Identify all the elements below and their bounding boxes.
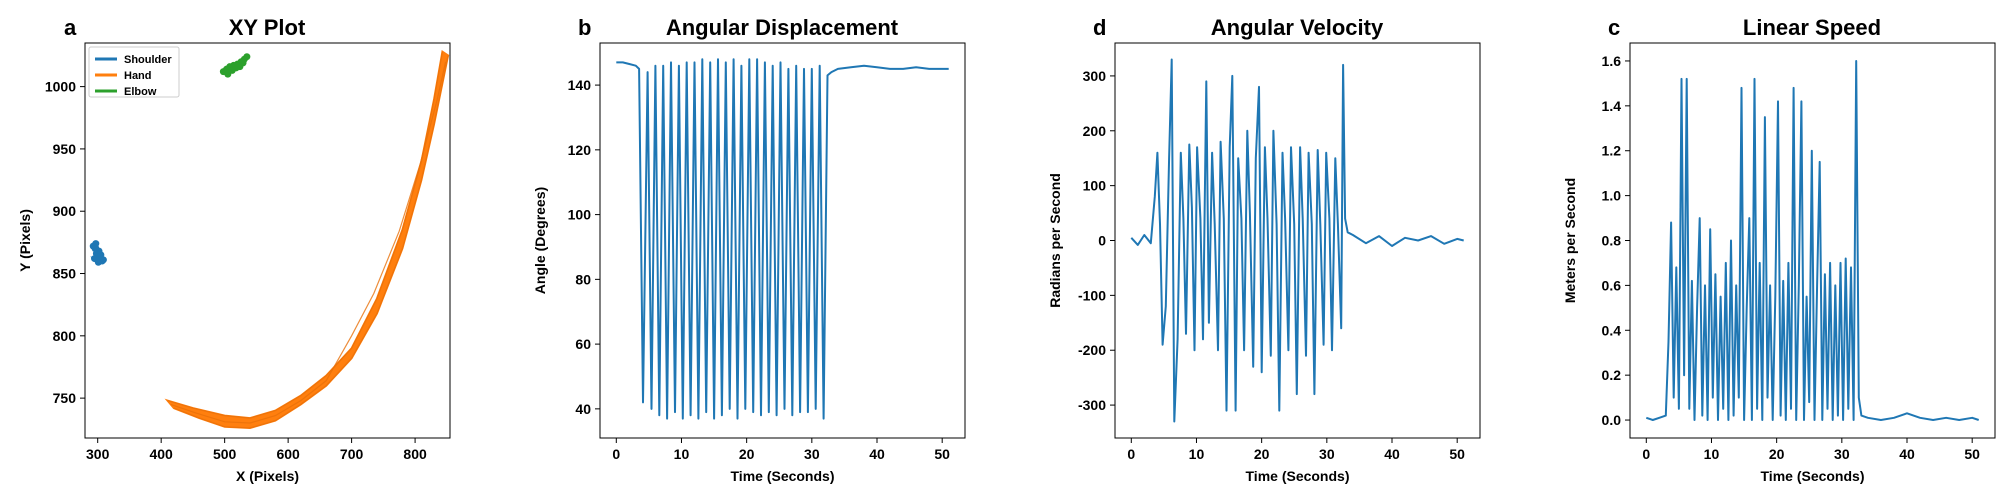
panel-letter: c	[1608, 15, 1620, 40]
x-tick-label: 0	[612, 446, 620, 462]
y-tick-label: -300	[1078, 397, 1106, 413]
y-tick-label: 900	[53, 203, 77, 219]
y-tick-label: 1.0	[1602, 188, 1622, 204]
panel-c: c Linear Speed 0 10 20 30 40 50 0.0 0.2 0.4 0.6 0.8 1…	[1562, 15, 1996, 484]
x-tick-label: 10	[674, 446, 690, 462]
y-tick-label: 950	[53, 141, 77, 157]
legend-label-hand: Hand	[124, 70, 152, 82]
y-tick-label: 1.2	[1602, 143, 1622, 159]
y-tick-label: -100	[1078, 287, 1106, 303]
axes-frame	[84, 42, 451, 439]
panel-letter: d	[1093, 15, 1106, 40]
x-tick-label: 30	[1319, 446, 1335, 462]
x-axis-label: Time (Seconds)	[731, 468, 835, 484]
legend-label-shoulder: Shoulder	[124, 54, 172, 66]
x-tick-label: 50	[1449, 446, 1465, 462]
x-tick-label: 0	[1127, 446, 1135, 462]
panel-a: a XY Plot 300 400 500 600 700 800 750 800 850 900 95…	[17, 15, 451, 484]
x-tick-label: 0	[1642, 446, 1650, 462]
y-tick-label: 140	[568, 77, 592, 93]
axes-frame	[599, 42, 966, 439]
y-tick-label: 0	[1098, 233, 1106, 249]
y-tick-label: 0.6	[1602, 277, 1622, 293]
x-tick-label: 700	[340, 446, 364, 462]
series-elbow-trace	[222, 55, 248, 76]
plot-area	[89, 50, 450, 430]
series-shoulder-trace	[90, 242, 107, 264]
chart-title: Angular Velocity	[1211, 15, 1384, 40]
data-line	[616, 58, 949, 420]
chart-title: Angular Displacement	[666, 15, 899, 40]
y-tick-label: 0.4	[1602, 322, 1622, 338]
y-axis-label: Meters per Second	[1562, 178, 1578, 303]
series-hand-line	[167, 51, 443, 419]
x-tick-label: 500	[213, 446, 237, 462]
y-axis-label: Radians per Second	[1047, 173, 1063, 308]
x-tick-label: 30	[804, 446, 820, 462]
x-tick-label: 30	[1834, 446, 1850, 462]
data-line	[1130, 58, 1464, 423]
panel-b: b Angular Displacement 0 10 20 30 40 50 40 60 80 10…	[532, 15, 966, 484]
y-tick-label: 80	[575, 271, 591, 287]
panel-letter: b	[578, 15, 591, 40]
series-hand-line	[173, 55, 449, 429]
x-tick-label: 50	[934, 446, 950, 462]
y-tick-label: 0.0	[1602, 412, 1622, 428]
chart-title: XY Plot	[229, 15, 306, 40]
x-tick-label: 40	[1384, 446, 1400, 462]
panel-letter: a	[64, 15, 77, 40]
x-tick-label: 20	[1254, 446, 1270, 462]
x-axis-label: Time (Seconds)	[1761, 468, 1865, 484]
x-tick-label: 600	[276, 446, 300, 462]
plot-area	[616, 58, 949, 420]
y-axis-label: Angle (Degrees)	[532, 187, 548, 294]
y-tick-label: -200	[1078, 342, 1106, 358]
y-axis-label: Y (Pixels)	[17, 209, 33, 272]
y-tick-label: 800	[53, 328, 77, 344]
y-tick-label: 60	[575, 336, 591, 352]
y-tick-label: 200	[1083, 123, 1107, 139]
series-hand-band	[164, 50, 450, 430]
y-tick-label: 100	[1083, 178, 1107, 194]
y-tick-label: 40	[575, 401, 591, 417]
y-tick-label: 100	[568, 207, 592, 223]
y-tick-label: 1.6	[1602, 53, 1622, 69]
y-tick-label: 1000	[45, 79, 76, 95]
legend-label-elbow: Elbow	[124, 86, 157, 98]
x-tick-label: 300	[86, 446, 110, 462]
legend: Shoulder Hand Elbow	[88, 46, 180, 98]
x-axis-label: X (Pixels)	[236, 468, 299, 484]
x-tick-label: 50	[1964, 446, 1980, 462]
y-tick-label: 0.8	[1602, 233, 1622, 249]
x-tick-label: 10	[1704, 446, 1720, 462]
y-tick-label: 850	[53, 266, 77, 282]
series-hand-line	[170, 61, 447, 424]
x-tick-label: 40	[1899, 446, 1915, 462]
x-tick-label: 400	[149, 446, 173, 462]
x-axis-label: Time (Seconds)	[1246, 468, 1350, 484]
x-tick-label: 800	[403, 446, 427, 462]
panel-d: d Angular Velocity 0 10 20 30 40 50 -300 -200 -100…	[1047, 15, 1481, 484]
plot-area	[1130, 58, 1464, 423]
plot-area	[1645, 60, 1980, 421]
chart-title: Linear Speed	[1743, 15, 1881, 40]
y-tick-label: 120	[568, 142, 592, 158]
x-tick-label: 20	[1769, 446, 1785, 462]
x-tick-label: 10	[1189, 446, 1205, 462]
y-tick-label: 0.2	[1602, 367, 1622, 383]
y-tick-label: 300	[1083, 68, 1107, 84]
x-tick-label: 20	[739, 446, 755, 462]
data-line	[1645, 60, 1980, 421]
y-tick-label: 750	[53, 390, 77, 406]
y-tick-label: 1.4	[1602, 98, 1622, 114]
x-tick-label: 40	[869, 446, 885, 462]
